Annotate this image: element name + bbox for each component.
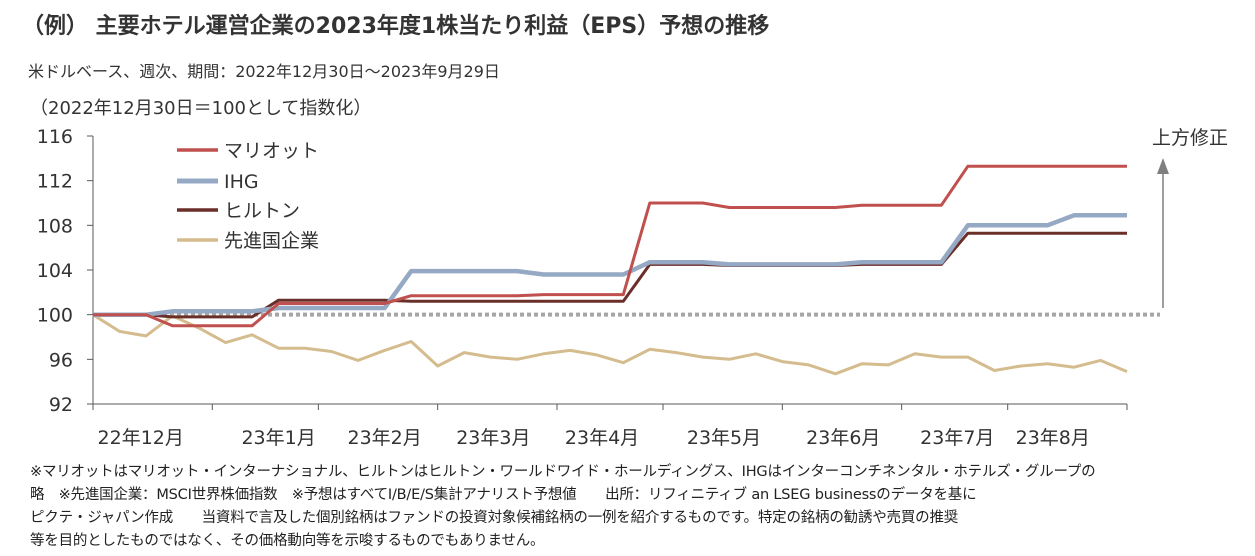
legend-label-hilton: ヒルトン [224,200,300,222]
x-tick-label: 23年4月 [565,427,639,449]
footnote-line-4: 等を目的としたものではなく、その価格動向等を示唆するものでもありません。 [30,533,545,549]
legend-label-ihg: IHG [224,171,259,193]
y-tick-label: 96 [49,349,73,371]
footnote-line-1: ※マリオットはマリオット・インターナショナル、ヒルトンはヒルトン・ワールドワイド… [30,464,1096,480]
index-note: （2022年12月30日＝100として指数化） [30,98,372,119]
x-tick-label: 23年6月 [806,427,880,449]
y-tick-label: 104 [37,260,73,282]
chart-title: （例） 主要ホテル運営企業の2023年度1株当たり利益（EPS）予想の推移 [22,14,770,39]
y-tick-label: 92 [49,394,73,416]
upward-revision-annotation: 上方修正 [1152,127,1228,308]
x-tick-label: 23年1月 [241,427,315,449]
x-tick-label: 23年8月 [1016,427,1090,449]
footnote-line-2: 略 ※先進国企業：MSCI世界株価指数 ※予想はすべてI/B/E/S集計アナリス… [30,487,977,503]
annotation-label: 上方修正 [1152,127,1228,149]
footnote-line-3: ピクテ・ジャパン作成 当資料で言及した個別銘柄はファンドの投資対象候補銘柄の一例… [30,510,959,526]
y-tick-label: 116 [37,126,73,148]
x-tick-label: 23年3月 [456,427,530,449]
chart-subtitle: 米ドルベース、週次、期間：2022年12月30日～2023年9月29日 [28,62,500,81]
series-line-ihg [93,213,1127,317]
x-tick-label: 23年2月 [348,427,422,449]
up-arrow-icon [1157,158,1169,174]
x-tick-label: 22年12月 [98,427,184,449]
x-tick-label: 23年7月 [920,427,994,449]
series-line-marriott [93,164,1127,328]
legend-label-marriott: マリオット [224,140,319,162]
y-tick-label: 108 [37,215,73,237]
x-tick-label: 23年5月 [687,427,761,449]
y-axis: 92 96 100 104 108 112 116 [37,126,94,416]
y-tick-label: 112 [37,171,73,193]
y-tick-label: 100 [37,305,73,327]
eps-line-chart: 92 96 100 104 108 112 116 22年12月 23年1月 23年2月 23年3… [37,126,1228,449]
legend-label-developed: 先進国企業 [224,230,319,252]
x-axis: 22年12月 23年1月 23年2月 23年3月 23年4月 23年5月 23年6月 23年7… [92,403,1128,449]
series-lines [92,164,1128,376]
series-line-developed [92,313,1128,376]
